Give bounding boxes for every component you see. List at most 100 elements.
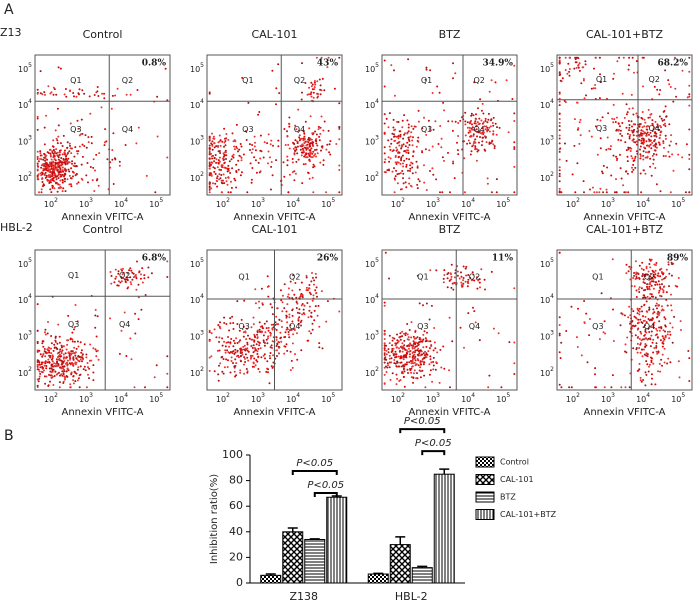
event-dot xyxy=(645,344,648,347)
event-dot xyxy=(656,307,658,310)
event-dot xyxy=(208,329,211,332)
event-dot xyxy=(492,143,495,146)
event-dot xyxy=(292,141,294,144)
event-dot xyxy=(70,167,73,170)
event-dot xyxy=(75,150,78,153)
event-dot xyxy=(442,101,445,104)
event-dot xyxy=(254,141,256,144)
event-dot xyxy=(301,293,304,296)
event-dot xyxy=(630,147,633,150)
event-dot xyxy=(240,145,243,148)
event-dot xyxy=(239,143,242,145)
event-dot xyxy=(72,375,75,378)
event-dot xyxy=(594,386,597,389)
event-dot xyxy=(312,163,315,166)
event-dot xyxy=(583,97,586,100)
event-dot xyxy=(246,191,249,194)
event-dot xyxy=(217,159,220,162)
event-dot xyxy=(467,274,470,276)
event-dot xyxy=(233,365,236,368)
event-dot xyxy=(285,310,288,313)
event-dot xyxy=(646,128,649,131)
event-dot xyxy=(404,145,407,148)
event-dot xyxy=(389,148,392,151)
event-dot xyxy=(579,118,582,121)
event-dot xyxy=(668,337,671,340)
event-dot xyxy=(213,157,216,160)
event-dot xyxy=(70,350,73,353)
event-dot xyxy=(636,312,639,315)
event-dot xyxy=(312,150,315,153)
event-dot xyxy=(155,364,158,367)
event-dot xyxy=(287,191,290,194)
bar xyxy=(411,567,433,584)
event-dot xyxy=(383,352,386,355)
event-dot xyxy=(271,366,274,369)
event-dot xyxy=(434,120,437,123)
event-dot xyxy=(44,355,47,358)
event-dot xyxy=(309,149,312,152)
event-dot xyxy=(645,360,648,363)
event-dot xyxy=(135,288,138,291)
event-dot xyxy=(36,378,39,381)
event-dot xyxy=(584,60,587,63)
event-dot xyxy=(415,377,418,380)
event-dot xyxy=(472,114,475,117)
event-dot xyxy=(628,305,631,308)
event-dot xyxy=(631,166,633,169)
event-dot xyxy=(486,121,489,124)
event-dot xyxy=(309,145,312,148)
tick-exponent: 3 xyxy=(261,197,265,204)
event-dot xyxy=(669,333,672,336)
event-dot xyxy=(66,359,69,362)
event-dot xyxy=(90,142,93,145)
event-dot xyxy=(574,56,577,59)
event-dot xyxy=(384,158,387,161)
event-dot xyxy=(247,334,249,337)
event-dot xyxy=(632,168,635,171)
event-dot xyxy=(120,277,123,280)
tick-base: 10 xyxy=(114,200,124,209)
tick-exponent: 3 xyxy=(611,392,615,399)
event-dot xyxy=(658,137,661,140)
event-dot xyxy=(656,312,659,315)
event-dot xyxy=(270,365,273,368)
event-dot xyxy=(65,154,68,157)
event-dot xyxy=(458,277,461,280)
event-dot xyxy=(275,336,278,339)
event-dot xyxy=(53,375,56,377)
event-dot xyxy=(118,164,121,167)
event-dot xyxy=(633,128,636,131)
event-dot xyxy=(428,373,431,376)
event-dot xyxy=(126,279,129,282)
event-dot xyxy=(642,85,644,88)
event-dot xyxy=(208,339,211,342)
event-dot xyxy=(390,142,393,145)
event-dot xyxy=(425,356,428,359)
event-dot xyxy=(310,81,313,84)
y-tick-label: 105 xyxy=(365,61,379,73)
event-dot xyxy=(388,145,391,148)
event-dot xyxy=(236,147,239,150)
event-dot xyxy=(593,191,596,194)
event-dot xyxy=(635,134,638,137)
event-dot xyxy=(471,128,474,131)
x-tick-label: 105 xyxy=(321,197,335,209)
event-dot xyxy=(286,321,289,324)
event-dot xyxy=(432,128,435,131)
x-axis-label: Annexin VFITC-A xyxy=(409,407,491,418)
event-dot xyxy=(269,357,272,360)
event-dot xyxy=(410,125,413,128)
event-dot xyxy=(294,353,296,356)
event-dot xyxy=(302,163,305,166)
event-dot xyxy=(61,365,64,368)
event-dot xyxy=(65,356,68,359)
event-dot xyxy=(318,346,321,349)
event-dot xyxy=(630,120,633,123)
event-dot xyxy=(582,180,585,183)
event-dot xyxy=(134,332,137,335)
event-dot xyxy=(387,351,390,354)
event-dot xyxy=(646,283,649,286)
quadrant-label: Q1 xyxy=(68,271,79,280)
event-dot xyxy=(596,118,599,121)
